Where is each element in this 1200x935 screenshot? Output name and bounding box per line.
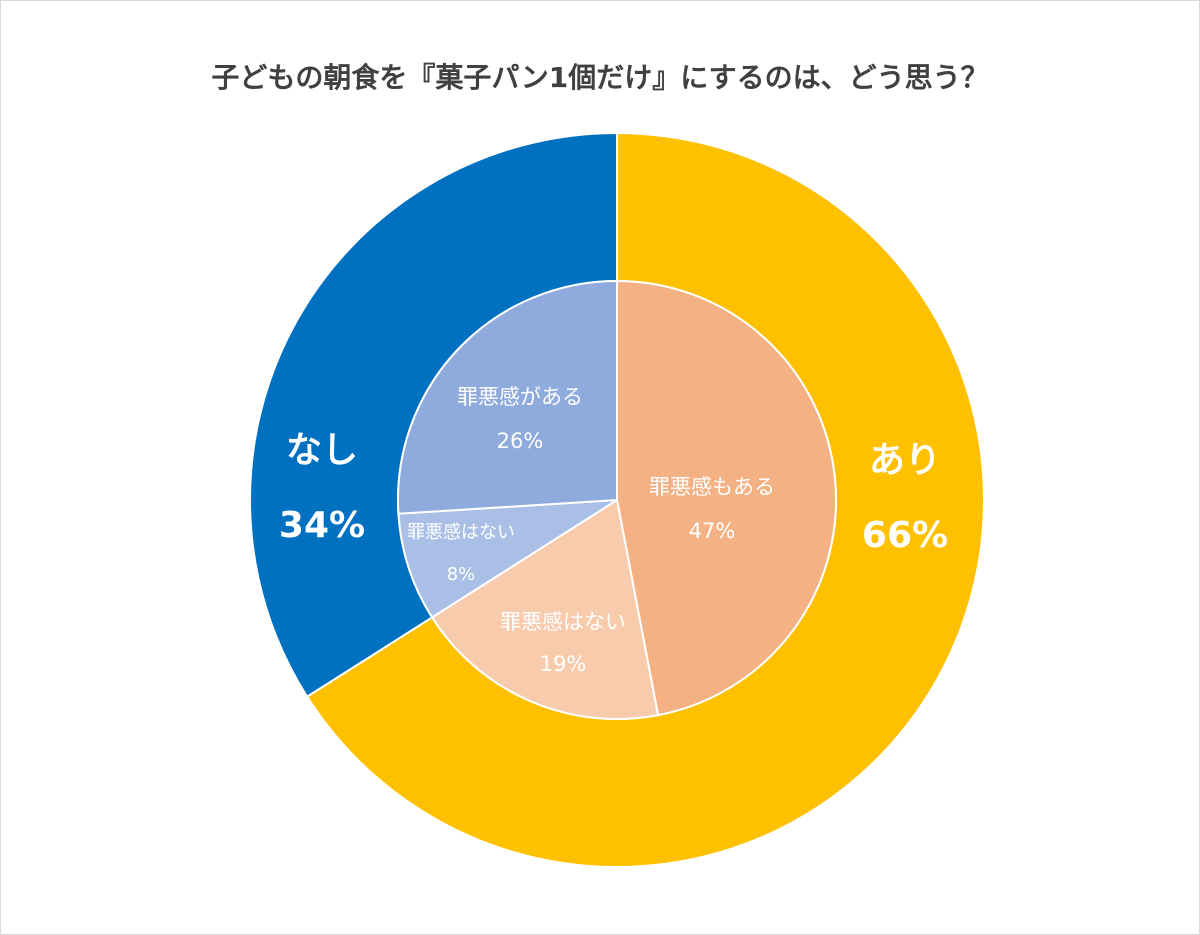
- outer-label: あり: [869, 440, 941, 481]
- inner-slice-3: [397, 279, 618, 515]
- inner-label: 罪悪感はない: [500, 610, 626, 634]
- inner-slice-0: [616, 279, 837, 717]
- inner-value-label: 47%: [689, 519, 736, 543]
- outer-value-label: 66%: [862, 515, 948, 556]
- inner-slice-1: [430, 498, 660, 720]
- outer-label: なし: [286, 430, 358, 471]
- inner-label: 罪悪感もある: [649, 475, 775, 499]
- inner-label: 罪悪感がある: [457, 385, 583, 409]
- inner-value-label: 8%: [447, 564, 476, 585]
- outer-value-label: 34%: [279, 505, 365, 546]
- inner-value-label: 19%: [540, 652, 587, 676]
- inner-value-label: 26%: [497, 429, 544, 453]
- chart-title: 子どもの朝食を『菓子パン1個だけ』にするのは、どう思う？: [211, 61, 989, 94]
- inner-slice-2: [397, 499, 618, 619]
- inner-label: 罪悪感はない: [407, 522, 515, 543]
